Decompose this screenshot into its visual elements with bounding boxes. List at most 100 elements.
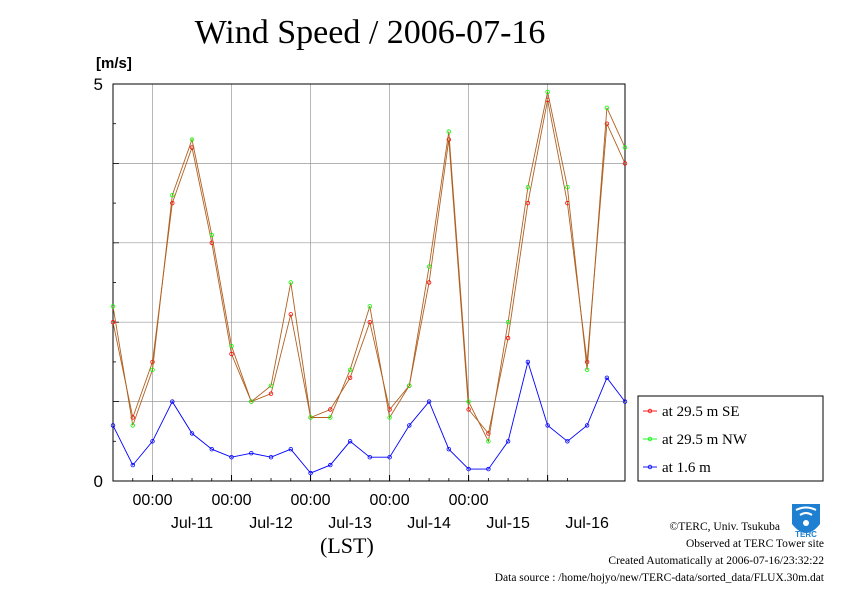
data-point <box>229 343 234 349</box>
data-point <box>407 423 412 428</box>
data-point <box>525 184 531 190</box>
data-point <box>288 312 293 317</box>
data-point <box>328 415 333 420</box>
data-point <box>545 423 550 428</box>
data-point <box>466 399 471 404</box>
data-point <box>130 415 135 420</box>
data-point <box>565 184 570 190</box>
created-text: Created Automatically at 2006-07-16/23:3… <box>608 555 824 567</box>
data-point <box>288 447 293 452</box>
data-point <box>268 383 274 388</box>
data-point <box>110 423 116 428</box>
data-point <box>367 304 372 309</box>
data-point <box>189 137 195 142</box>
data-point <box>367 455 372 460</box>
data-point <box>584 367 590 372</box>
x-day-label: Jul-12 <box>249 515 293 532</box>
data-point <box>584 423 590 428</box>
x-time-label: 00:00 <box>132 492 172 509</box>
data-point <box>505 320 511 325</box>
x-day-label: Jul-15 <box>486 515 530 532</box>
data-point <box>622 161 628 166</box>
data-point <box>130 423 135 428</box>
terc-logo: TERC <box>792 504 820 539</box>
data-point <box>308 415 313 420</box>
data-point <box>387 455 392 460</box>
data-point <box>466 466 471 472</box>
x-time-label: 00:00 <box>449 492 489 509</box>
data-point <box>604 375 610 380</box>
data-point <box>407 383 412 388</box>
series-line <box>112 99 626 435</box>
y-tick-label: 5 <box>94 75 103 94</box>
x-day-label: Jul-14 <box>407 515 451 532</box>
x-time-label: 00:00 <box>370 492 410 509</box>
legend-marker <box>647 436 653 442</box>
y-axis-unit: [m/s] <box>96 55 132 72</box>
data-point <box>565 439 570 444</box>
x-time-label: 00:00 <box>291 492 331 509</box>
data-point <box>525 359 531 365</box>
x-day-label: Jul-16 <box>565 515 609 532</box>
data-point <box>229 351 234 357</box>
data-point <box>466 407 471 412</box>
data-point <box>446 447 451 452</box>
data-point <box>347 367 353 372</box>
observed-text: Observed at TERC Tower site <box>685 538 824 550</box>
legend-label: at 1.6 m <box>662 460 711 476</box>
x-day-label: Jul-11 <box>171 515 213 532</box>
legend: at 29.5 m SE at 29.5 m NW at 1.6 m <box>637 395 824 482</box>
data-point <box>604 105 610 110</box>
copyright-text: ©TERC, Univ. Tsukuba <box>669 521 780 533</box>
data-point <box>584 359 590 365</box>
y-tick-label: 0 <box>94 472 103 491</box>
data-point <box>486 431 491 436</box>
series-2 <box>110 89 628 444</box>
data-point <box>150 367 155 372</box>
data-point <box>347 375 353 380</box>
x-axis-label: (LST) <box>320 533 374 558</box>
data-point <box>170 200 175 206</box>
data-point <box>209 232 214 238</box>
data-point <box>604 121 610 126</box>
data-point <box>545 89 550 95</box>
data-point <box>446 137 451 142</box>
data-point <box>308 470 313 476</box>
data-point <box>505 335 511 341</box>
plot-frame <box>112 83 626 482</box>
data-point <box>170 399 175 404</box>
data-point <box>249 399 254 404</box>
data-point <box>505 439 511 444</box>
data-point <box>110 320 116 325</box>
data-point <box>268 455 274 460</box>
data-point <box>288 280 293 285</box>
data-point <box>622 145 628 150</box>
data-source-text: Data source : /home/hojyo/new/TERC-data/… <box>494 572 824 584</box>
legend-marker <box>647 408 653 414</box>
data-point <box>268 391 274 396</box>
series-line <box>112 360 626 474</box>
data-point <box>486 466 491 472</box>
series-line <box>112 91 626 443</box>
data-point <box>150 359 155 365</box>
chart-title: Wind Speed / 2006-07-16 <box>194 14 546 51</box>
data-point <box>426 399 432 404</box>
data-point <box>622 399 628 404</box>
data-point <box>367 320 372 325</box>
data-point <box>249 451 254 456</box>
data-point <box>328 407 333 412</box>
data-point <box>426 264 432 269</box>
legend-label: at 29.5 m SE <box>662 404 740 420</box>
data-point <box>426 280 432 285</box>
data-point <box>110 304 116 309</box>
data-point <box>170 192 175 198</box>
legend-label: at 29.5 m NW <box>662 432 748 448</box>
axis-ticks: 0 5 00:00 Jul-11 00:00 Jul-12 00:00 Jul-13 00:00… <box>94 75 609 532</box>
x-time-label: 00:00 <box>212 492 252 509</box>
grid-lines <box>113 84 625 481</box>
data-point <box>209 447 214 452</box>
data-point <box>150 439 155 444</box>
data-point <box>229 455 234 460</box>
data-point <box>387 415 392 420</box>
